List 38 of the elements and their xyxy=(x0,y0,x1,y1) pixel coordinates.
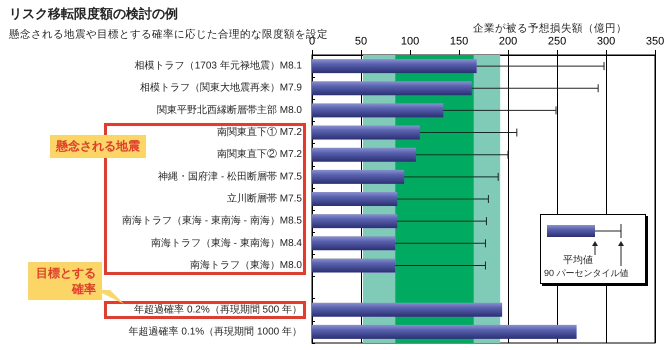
bar xyxy=(312,103,444,118)
bar xyxy=(312,214,398,228)
annotation: 平均値 xyxy=(563,254,593,267)
bar xyxy=(312,302,502,317)
text: リスク移転限度額の検討の例 xyxy=(9,6,178,21)
y-tick-label: 相模トラフ（1703 年元禄地震）M8.1 xyxy=(134,60,302,72)
bar xyxy=(312,258,396,272)
text: 懸念される地震 xyxy=(50,135,146,158)
y-tick-label: 関東平野北西縁断層帯主部 M8.0 xyxy=(156,104,302,116)
x-tick-label: 150 xyxy=(450,36,468,48)
bar xyxy=(312,59,477,74)
y-tick-label: 南海トラフ（東海 - 東南海 - 南海）M8.5 xyxy=(122,214,302,227)
bar xyxy=(312,170,404,184)
y-tick-label: 南関東直下② M7.2 xyxy=(216,148,302,160)
y-tick-label: 神縄・国府津 - 松田断層帯 M7.5 xyxy=(158,170,302,182)
legend-box: 平均値 90 パーセンタイル値 xyxy=(540,214,646,284)
x-tick-label: 250 xyxy=(548,36,566,48)
x-tick-label: 350 xyxy=(646,36,664,48)
y-tick-label: 年超過確率 0.2%（再現期間 500 年） xyxy=(134,303,302,316)
annotation: 90 パーセンタイル値 xyxy=(544,267,629,280)
x-tick-label: 50 xyxy=(354,36,368,48)
y-tick-label: 年超過確率 0.1%（再現期間 1000 年） xyxy=(128,325,302,338)
bar xyxy=(312,81,472,96)
bar xyxy=(312,192,398,206)
y-tick-label: 相模トラフ（関東大地震再来）M7.9 xyxy=(140,82,302,94)
bar xyxy=(312,236,396,250)
bar xyxy=(312,148,416,162)
y-tick-label: 立川断層帯 M7.5 xyxy=(226,192,302,204)
y-tick-label: 南海トラフ（東海）M8.0 xyxy=(190,258,302,271)
x-tick-label: 300 xyxy=(596,36,616,48)
y-tick-label: 南関東直下① M7.2 xyxy=(216,126,302,138)
x-axis-title: 企業が被る予想損失額（億円） xyxy=(473,22,627,34)
bar xyxy=(312,324,577,339)
x-tick-label: 200 xyxy=(498,36,518,48)
text: 目標とする確率 xyxy=(28,262,102,300)
y-tick-label: 南海トラフ（東海 - 東南海）M8.4 xyxy=(150,236,302,249)
x-tick-label: 100 xyxy=(400,36,420,48)
bar xyxy=(312,126,420,140)
